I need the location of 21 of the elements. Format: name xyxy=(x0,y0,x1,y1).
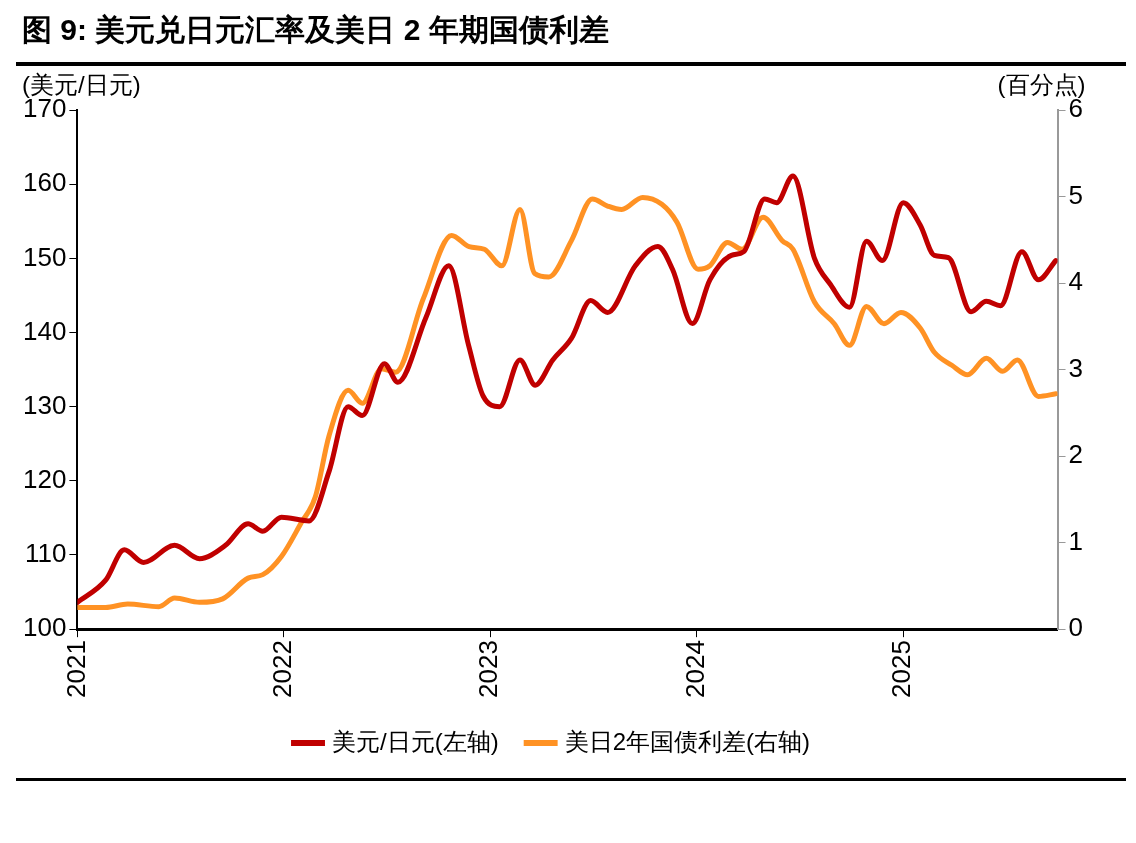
y-tick-label: 100 xyxy=(22,612,67,643)
legend-label: 美日2年国债利差(右轴) xyxy=(564,727,810,755)
y2-tick-label: 4 xyxy=(1068,266,1084,297)
y-tick-label: 130 xyxy=(22,389,67,420)
x-tick-label: 2025 xyxy=(886,640,917,698)
legend-label: 美元/日元(左轴) xyxy=(332,727,499,755)
y-tick-label: 120 xyxy=(22,464,67,494)
x-tick-label: 2022 xyxy=(266,640,297,698)
y2-tick-label: 2 xyxy=(1068,439,1084,470)
x-tick-label: 2023 xyxy=(473,640,504,698)
y-tick-label: 110 xyxy=(24,538,67,569)
x-tick-label: 2021 xyxy=(60,640,91,698)
y2-tick-label: 0 xyxy=(1068,612,1084,643)
y-tick-label: 160 xyxy=(22,167,67,198)
y2-tick-label: 5 xyxy=(1068,179,1084,210)
chart-title: 图 9: 美元兑日元汇率及美日 2 年期国债利差 xyxy=(22,12,609,48)
y2-tick-label: 1 xyxy=(1068,525,1084,556)
x-tick-label: 2024 xyxy=(679,640,710,698)
y-tick-label: 140 xyxy=(22,315,67,346)
y2-tick-label: 3 xyxy=(1068,352,1084,383)
y-tick-label: 150 xyxy=(22,241,67,272)
